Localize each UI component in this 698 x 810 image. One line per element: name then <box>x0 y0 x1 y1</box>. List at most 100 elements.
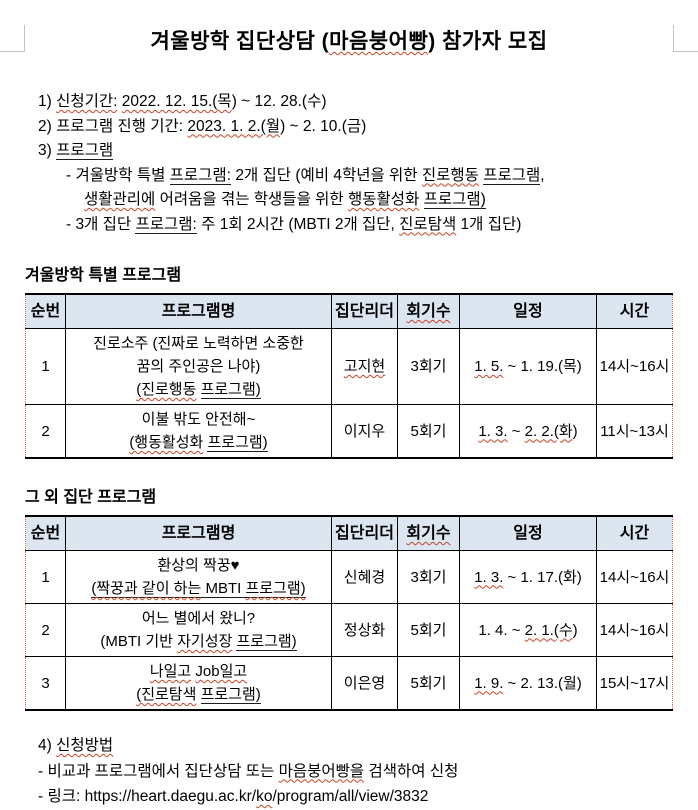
cell-group-leader: 정상화 <box>331 603 398 657</box>
cell-group-leader: 신혜경 <box>331 550 398 604</box>
table-row: 1 진로소주 (진짜로 노력하면 소중한 꿈의 주인공은 나야) (진로행동 프로그램… <box>25 328 673 405</box>
cell-session-count: 3회기 <box>397 550 460 604</box>
footer-line: - 링크: https://heart.daegu.ac.kr/ko/progr… <box>38 784 698 810</box>
cell-session-count: 5회기 <box>397 404 460 459</box>
program-name-line: 어느 별에서 왔니? <box>68 607 329 630</box>
application-link[interactable]: ko <box>256 788 273 805</box>
program-name-line: 꿈의 주인공은 나야) <box>68 355 329 378</box>
cell-schedule: 1. 4. ~ 2. 1.(수) <box>459 603 597 657</box>
cell-schedule: 1. 9. ~ 2. 13.(월) <box>459 656 597 711</box>
table-row: 1 환상의 짝꿍♥ (짝꿍과 같이 하는 MBTI 프로그램) 신혜경 3회기 1. 3.… <box>25 550 673 604</box>
column-header-no: 순번 <box>25 293 66 329</box>
intro-list: 1) 신청기간: 2022. 12. 15.(목) ~ 12. 28.(수) 2)… <box>38 90 698 237</box>
spellcheck-flagged-text: 신청방법 <box>56 737 114 754</box>
column-header-schedule: 일정 <box>459 293 597 329</box>
underlined-text: 프로그램) <box>423 191 486 209</box>
text-run: ) ~ 2. 10.(금) <box>280 117 367 135</box>
intro-line: 3) 프로그램 <box>38 139 698 164</box>
text-run: 2) 프로그램 진행 기간: <box>38 117 188 135</box>
column-header-time: 시간 <box>596 515 673 551</box>
text-run: 1) <box>38 93 57 110</box>
spellcheck-flagged-text: 행동활성화 <box>347 191 420 208</box>
text-run: ~ 2. 13.(월) <box>503 674 582 692</box>
text-run: 집단리더 <box>335 525 394 542</box>
text-run: ~ 1. 19.(목) <box>503 358 582 375</box>
spellcheck-flagged-text: 2. 1.(수 <box>524 621 573 639</box>
text-run: 2개 집단 (예비 4학년을 위한 <box>231 166 422 184</box>
underlined-text: 프로그램: <box>135 215 197 234</box>
intro-line: - 3개 집단 프로그램: 주 1회 2시간 (MBTI 2개 집단, 진로탐색… <box>38 213 698 238</box>
text-run: 4) <box>38 737 57 754</box>
cell-group-leader: 고지현 <box>331 328 398 405</box>
spellcheck-flagged-text: Job일고 <box>195 663 248 680</box>
spellcheck-flagged-text: 진로행동 <box>421 166 479 184</box>
program-name-line: (행동활성화 프로그램) <box>68 431 329 454</box>
program-name-line: 나일고 Job일고 <box>68 660 329 683</box>
text-run: - 겨울방학 특별 <box>66 166 170 184</box>
intro-line: 2) 프로그램 진행 기간: 2023. 1. 2.(월) ~ 2. 10.(금… <box>38 115 698 140</box>
text-run: 정상화 <box>343 621 386 639</box>
section-heading: 그 외 집단 프로그램 <box>25 489 157 506</box>
table-row: 2 어느 별에서 왔니? (MBTI 기반 자기성장 프로그램) 정상화 5회기 1. 4… <box>25 603 673 657</box>
program-name-line: (짝꿍과 같이 하는 MBTI 프로그램) <box>68 577 329 600</box>
text-run: 진로소주 (진짜로 노력하면 소중한 <box>93 335 304 352</box>
section-heading: 겨울방학 특별 프로그램 <box>25 267 182 284</box>
text-run: 신혜경 <box>343 568 386 586</box>
text-run: 프로그램명 <box>161 303 236 320</box>
application-link[interactable]: https://heart.daegu.ac.kr/ <box>84 788 257 805</box>
cell-program-name: 어느 별에서 왔니? (MBTI 기반 자기성장 프로그램) <box>65 603 332 657</box>
program-name-line: 진로소주 (진짜로 노력하면 소중한 <box>68 332 329 355</box>
underlined-text: 프로그램) <box>200 381 261 399</box>
spellcheck-flagged-text: 2023. 1. 2.(월 <box>187 117 281 135</box>
cell-schedule: 1. 5. ~ 1. 19.(목) <box>459 328 597 405</box>
spellcheck-flagged-text: 회기수 <box>406 303 451 320</box>
program-name-line: (진로행동 프로그램) <box>68 378 329 401</box>
cell-time: 14시~16시 <box>596 550 673 604</box>
program-name-line: 환상의 짝꿍♥ <box>68 554 329 577</box>
spellcheck-flagged-text: 자기성장 <box>177 633 233 650</box>
text-run: 집단리더 <box>335 303 394 320</box>
cell-session-count: 3회기 <box>397 328 460 405</box>
page-margin-mark-topright <box>673 25 698 52</box>
text-run <box>419 191 423 208</box>
program-name-line: 이불 밖도 안전해~ <box>68 408 329 431</box>
text-run: 순번 <box>30 303 61 320</box>
column-header-name: 프로그램명 <box>65 515 332 551</box>
column-header-time: 시간 <box>596 293 673 329</box>
spellcheck-flagged-text: 마음붕어빵을 <box>278 762 365 780</box>
text-run: 환상의 짝꿍♥ <box>157 557 240 574</box>
column-header-sessions: 회기수 <box>397 293 460 329</box>
table-row: 2 이불 밖도 안전해~ (행동활성화 프로그램) 이지우 5회기 1. 3. ~ 2. … <box>25 404 673 459</box>
text-run <box>196 686 200 703</box>
text-run: 주 1회 2시간 (MBTI 2개 집단, <box>196 215 400 233</box>
cell-session-count: 5회기 <box>397 656 460 711</box>
text-run: - 링크: <box>38 788 85 805</box>
page-title: 겨울방학 집단상담 (마음붕어빵) 참가자 모집 <box>20 25 678 55</box>
application-link[interactable]: /program/all/view/3832 <box>272 788 429 805</box>
cell-program-name: 환상의 짝꿍♥ (짝꿍과 같이 하는 MBTI 프로그램) <box>65 550 332 604</box>
spellcheck-flagged-text: 1. 3. <box>474 568 504 586</box>
spellcheck-flagged-text: (짝꿍과 같이 하는 <box>91 580 202 598</box>
spellcheck-flagged-text: 2022. 12. 15.(목 <box>121 93 232 110</box>
intro-line: 1) 신청기간: 2022. 12. 15.(목) ~ 12. 28.(수) <box>38 90 698 115</box>
footer-line: - 비교과 프로그램에서 집단상담 또는 마음붕어빵을 검색하여 신청 <box>38 759 698 785</box>
text-run: 시간 <box>619 303 650 320</box>
spellcheck-flagged-text: 회기수 <box>406 525 451 542</box>
column-header-leader: 집단리더 <box>331 515 398 551</box>
spellcheck-flagged-text: 프로그램) <box>245 580 306 598</box>
text-run: 겨울방학 집단상담 ( <box>150 30 330 53</box>
text-run: ) <box>572 621 578 639</box>
text-run: 순번 <box>30 525 61 542</box>
underlined-text: 프로그램) <box>207 434 268 452</box>
program-table: 순번 프로그램명 집단리더 회기수 일정 시간 1 환상의 짝꿍♥ (짝꿍과 같이 하는 MBT… <box>25 515 673 711</box>
underlined-text: 프로그램: <box>169 166 232 185</box>
cell-row-number: 3 <box>25 656 66 711</box>
text-run: 1개 집단) <box>456 215 522 233</box>
program-sections: 겨울방학 특별 프로그램 순번 프로그램명 집단리더 회기수 일정 시간 1 진로소주 (진짜로… <box>0 261 698 711</box>
footer-line: 4) 신청방법 <box>38 733 698 759</box>
cell-row-number: 2 <box>25 404 66 459</box>
text-run: 3) <box>38 142 57 159</box>
underlined-text: 프로그램) <box>200 686 261 704</box>
table-row: 3 나일고 Job일고 (진로탐색 프로그램) 이은영 5회기 1. 9. ~ 2. 13… <box>25 656 673 711</box>
